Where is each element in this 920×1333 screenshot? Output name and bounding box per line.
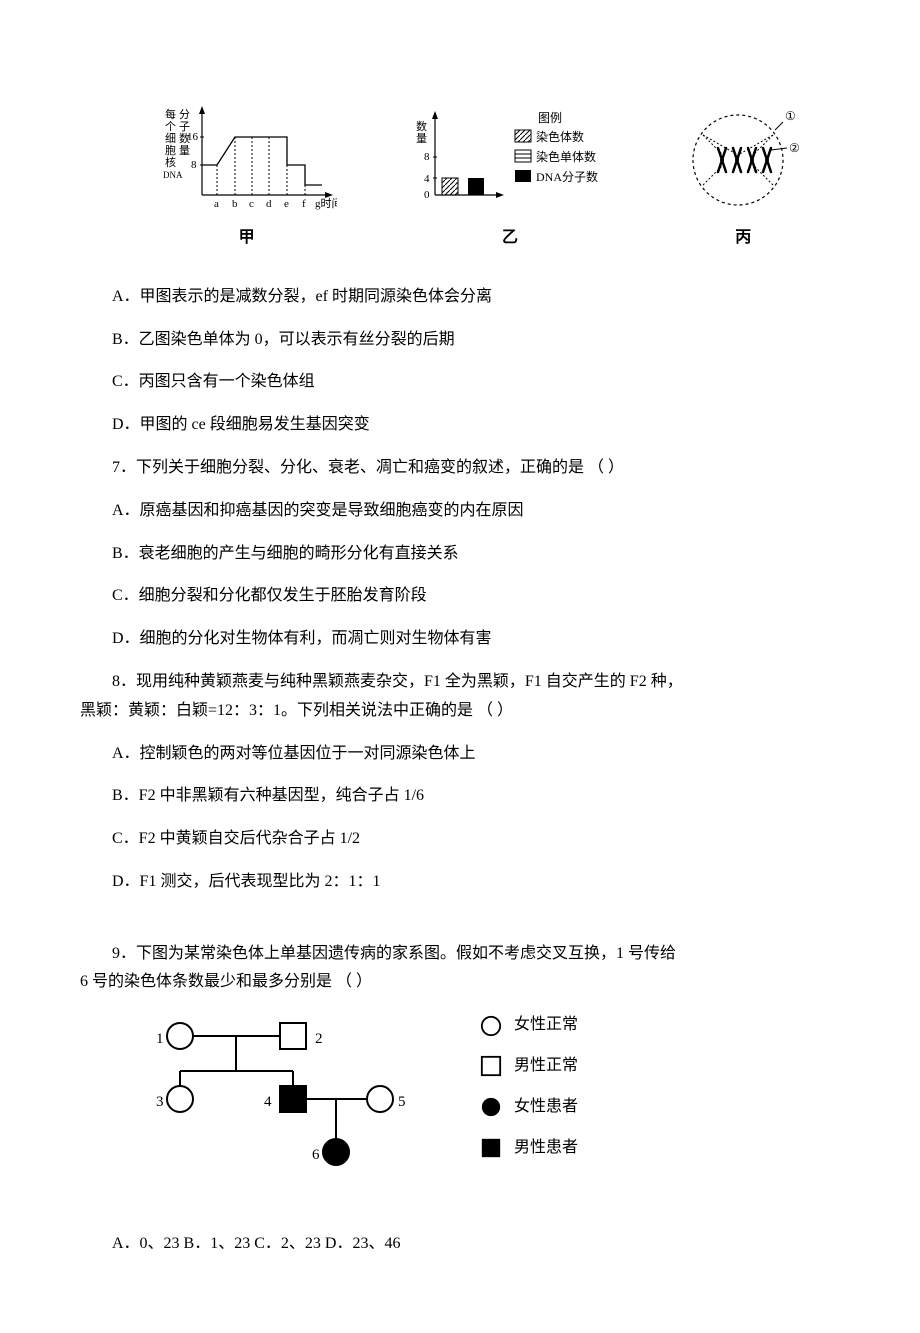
svg-text:量: 量 bbox=[416, 132, 427, 145]
svg-text:个: 个 bbox=[165, 120, 176, 133]
q6-option-c: C．丙图只含有一个染色体组 bbox=[80, 368, 840, 397]
q6-option-d: D．甲图的 ce 段细胞易发生基因突变 bbox=[80, 411, 840, 440]
svg-text:DNA: DNA bbox=[163, 170, 183, 180]
svg-text:细: 细 bbox=[165, 132, 176, 145]
jia-ytick-16: 16 bbox=[187, 131, 199, 143]
svg-text:4: 4 bbox=[264, 1094, 272, 1110]
svg-text:8: 8 bbox=[424, 151, 430, 163]
svg-text:6: 6 bbox=[312, 1147, 320, 1163]
pedigree-svg: 1 2 3 4 5 6 bbox=[120, 1011, 440, 1181]
figures-row: 每 个 细 胞 核 DNA 分 子 数 量 16 8 bbox=[120, 100, 840, 253]
svg-text:a: a bbox=[214, 198, 219, 210]
svg-text:4: 4 bbox=[424, 173, 430, 185]
figure-bing-label: 丙 bbox=[683, 224, 803, 253]
svg-text:0: 0 bbox=[424, 189, 430, 201]
q8-option-d: D．F1 测交，后代表现型比为 2：1：1 bbox=[80, 868, 840, 897]
svg-text:b: b bbox=[232, 198, 238, 210]
q7-option-d: D．细胞的分化对生物体有利，而凋亡则对生物体有害 bbox=[80, 625, 840, 654]
jia-ylabel: 每 bbox=[165, 107, 176, 121]
svg-text:量: 量 bbox=[179, 144, 190, 157]
svg-text:分: 分 bbox=[179, 108, 190, 121]
svg-text:c: c bbox=[249, 198, 254, 210]
pedigree-diagram: 1 2 3 4 5 6 女性正常 男性正常 女性患者 bbox=[120, 1011, 840, 1181]
q9-options: A．0、23 B．1、23 C．2、23 D．23、46 bbox=[80, 1230, 840, 1259]
svg-text:DNA分子数: DNA分子数 bbox=[536, 169, 598, 184]
q8-option-b: B．F2 中非黑颖有六种基因型，纯合子占 1/6 bbox=[80, 782, 840, 811]
svg-text:1: 1 bbox=[156, 1031, 164, 1047]
legend-female-normal: 女性正常 bbox=[480, 1011, 578, 1040]
svg-text:胞: 胞 bbox=[165, 144, 176, 157]
q8-stem: 8．现用纯种黄颖燕麦与纯种黑颖燕麦杂交，F1 全为黑颖，F1 自交产生的 F2 … bbox=[80, 668, 840, 726]
chart-jia: 每 个 细 胞 核 DNA 分 子 数 量 16 8 bbox=[157, 100, 337, 220]
q8-option-c: C．F2 中黄颖自交后代杂合子占 1/2 bbox=[80, 825, 840, 854]
figure-bing: ① ② 丙 bbox=[683, 100, 803, 253]
svg-text:3: 3 bbox=[156, 1094, 164, 1110]
svg-text:e: e bbox=[284, 198, 289, 210]
q7-option-b: B．衰老细胞的产生与细胞的畸形分化有直接关系 bbox=[80, 540, 840, 569]
svg-text:染色单体数: 染色单体数 bbox=[536, 149, 596, 164]
legend-female-affected: 女性患者 bbox=[480, 1093, 578, 1122]
svg-text:①: ① bbox=[785, 109, 796, 123]
figure-jia: 每 个 细 胞 核 DNA 分 子 数 量 16 8 bbox=[157, 100, 337, 253]
svg-text:染色体数: 染色体数 bbox=[536, 129, 584, 144]
svg-text:②: ② bbox=[789, 141, 800, 155]
q7-option-a: A．原癌基因和抑癌基因的突变是导致细胞癌变的内在原因 bbox=[80, 497, 840, 526]
svg-text:2: 2 bbox=[315, 1031, 323, 1047]
svg-text:数: 数 bbox=[416, 120, 427, 133]
yi-legend-title: 图例 bbox=[538, 111, 562, 125]
svg-text:5: 5 bbox=[398, 1094, 406, 1110]
svg-text:g时间: g时间 bbox=[315, 197, 337, 210]
svg-text:f: f bbox=[302, 198, 306, 210]
figure-jia-label: 甲 bbox=[157, 224, 337, 253]
q9-stem: 9．下图为某常染色体上单基因遗传病的家系图。假如不考虑交叉互换，1 号传给 6 … bbox=[80, 940, 840, 998]
jia-ytick-8: 8 bbox=[191, 159, 197, 171]
svg-text:d: d bbox=[266, 198, 272, 210]
legend-male-normal: 男性正常 bbox=[480, 1052, 578, 1081]
pedigree-legend: 女性正常 男性正常 女性患者 男性患者 bbox=[480, 1011, 578, 1174]
q7-option-c: C．细胞分裂和分化都仅发生于胚胎发育阶段 bbox=[80, 582, 840, 611]
chart-yi: 数 量 8 4 0 图例 染色体数 染色单体数 DNA分子数 bbox=[410, 100, 610, 220]
legend-male-affected: 男性患者 bbox=[480, 1134, 578, 1163]
q7-stem: 7．下列关于细胞分裂、分化、衰老、凋亡和癌变的叙述，正确的是 （ ） bbox=[80, 454, 840, 483]
q6-option-a: A．甲图表示的是减数分裂，ef 时期同源染色体会分离 bbox=[80, 283, 840, 312]
figure-yi-label: 乙 bbox=[410, 224, 610, 253]
q8-option-a: A．控制颖色的两对等位基因位于一对同源染色体上 bbox=[80, 740, 840, 769]
figure-yi: 数 量 8 4 0 图例 染色体数 染色单体数 DNA分子数 乙 bbox=[410, 100, 610, 253]
svg-text:核: 核 bbox=[165, 155, 176, 169]
cell-bing: ① ② bbox=[683, 100, 803, 220]
q6-option-b: B．乙图染色单体为 0，可以表示有丝分裂的后期 bbox=[80, 326, 840, 355]
